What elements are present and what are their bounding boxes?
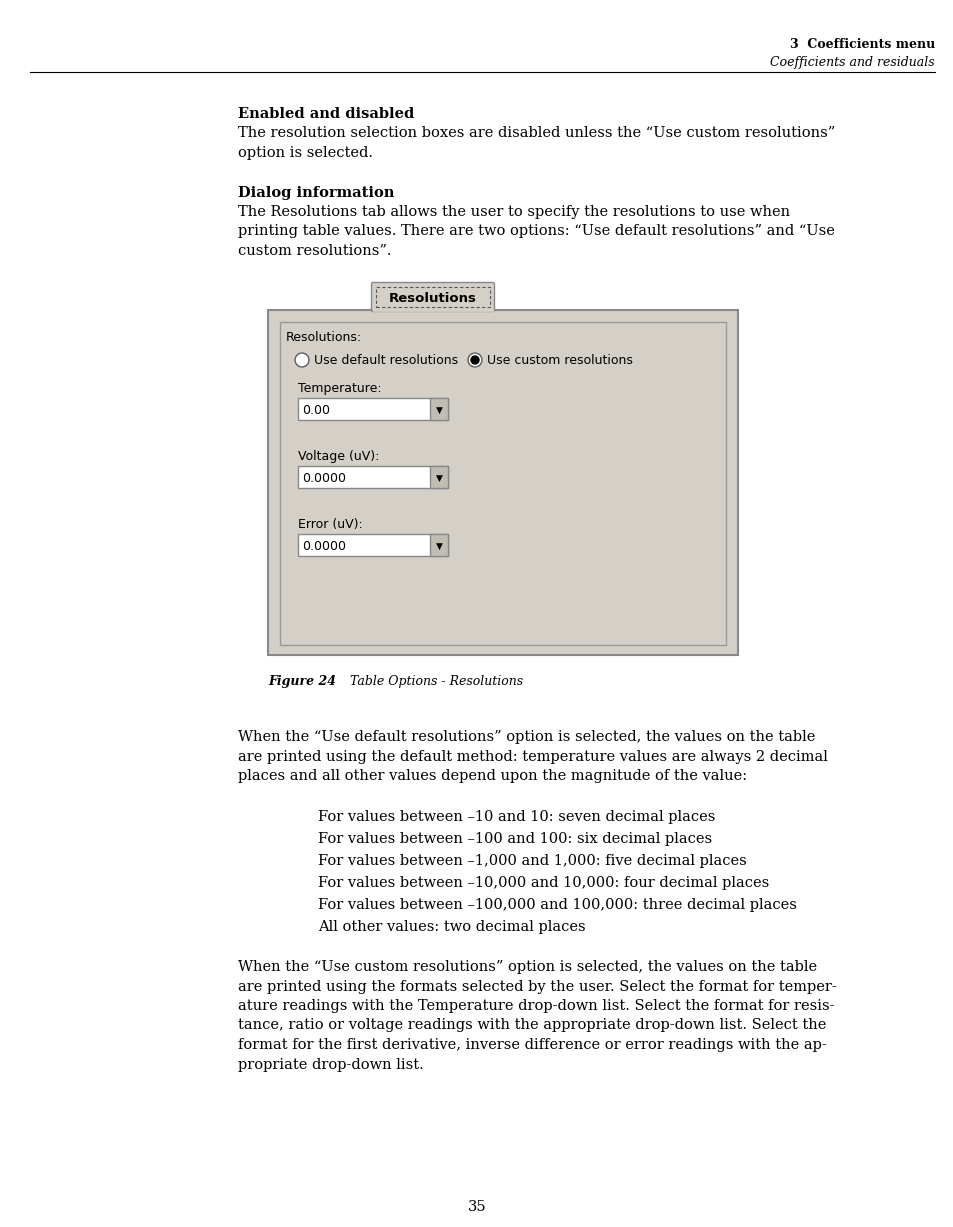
Text: ▼: ▼	[436, 405, 442, 415]
Text: Voltage (uV):: Voltage (uV):	[297, 450, 379, 463]
Bar	[430, 534, 448, 556]
Text: Temperature:: Temperature:	[297, 382, 381, 395]
Circle shape	[294, 353, 309, 367]
Text: For values between –1,000 and 1,000: five decimal places: For values between –1,000 and 1,000: fiv…	[317, 854, 746, 867]
Text: All other values: two decimal places: All other values: two decimal places	[317, 920, 585, 934]
Bar	[280, 321, 725, 645]
Bar	[297, 398, 448, 420]
Text: Error (uV):: Error (uV):	[297, 518, 362, 531]
Bar	[297, 466, 448, 488]
Text: 0.0000: 0.0000	[302, 471, 346, 485]
Text: Resolutions:: Resolutions:	[286, 331, 362, 344]
Text: ▼: ▼	[436, 541, 442, 551]
Text: 0.00: 0.00	[302, 404, 330, 416]
Text: For values between –10 and 10: seven decimal places: For values between –10 and 10: seven dec…	[317, 810, 715, 825]
FancyBboxPatch shape	[371, 282, 494, 312]
Text: ▼: ▼	[436, 474, 442, 482]
Text: Figure 24: Figure 24	[268, 675, 335, 688]
Bar	[430, 398, 448, 420]
Text: 3  Coefficients menu: 3 Coefficients menu	[789, 38, 934, 52]
Text: When the “Use custom resolutions” option is selected, the values on the table
ar: When the “Use custom resolutions” option…	[237, 960, 836, 1071]
Text: Use default resolutions: Use default resolutions	[314, 353, 457, 367]
Text: For values between –100 and 100: six decimal places: For values between –100 and 100: six dec…	[317, 832, 711, 845]
Text: Dialog information: Dialog information	[237, 187, 394, 200]
Bar	[430, 466, 448, 488]
Text: The Resolutions tab allows the user to specify the resolutions to use when
print: The Resolutions tab allows the user to s…	[237, 205, 834, 258]
Circle shape	[471, 356, 478, 364]
Text: 0.0000: 0.0000	[302, 540, 346, 552]
Text: Resolutions: Resolutions	[389, 292, 476, 304]
Text: Table Options - Resolutions: Table Options - Resolutions	[337, 675, 522, 688]
Text: For values between –100,000 and 100,000: three decimal places: For values between –100,000 and 100,000:…	[317, 898, 796, 912]
Text: Use custom resolutions: Use custom resolutions	[486, 353, 632, 367]
Text: Enabled and disabled: Enabled and disabled	[237, 107, 414, 121]
Text: 35: 35	[467, 1200, 486, 1214]
Circle shape	[468, 353, 481, 367]
Text: The resolution selection boxes are disabled unless the “Use custom resolutions”
: The resolution selection boxes are disab…	[237, 126, 835, 160]
Text: When the “Use default resolutions” option is selected, the values on the table
a: When the “Use default resolutions” optio…	[237, 730, 827, 783]
Text: Coefficients and residuals: Coefficients and residuals	[770, 56, 934, 69]
Text: For values between –10,000 and 10,000: four decimal places: For values between –10,000 and 10,000: f…	[317, 876, 768, 890]
Bar	[268, 310, 738, 655]
Bar	[297, 534, 448, 556]
